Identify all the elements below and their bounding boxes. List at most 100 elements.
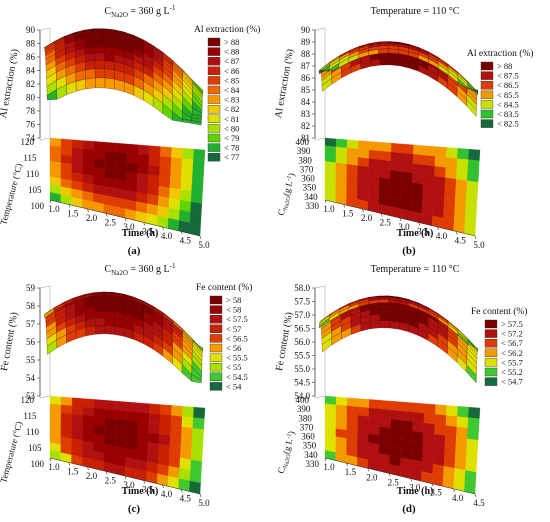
floor-cell bbox=[149, 146, 160, 157]
x-tick-label: 1.5 bbox=[342, 209, 354, 219]
floor-cell bbox=[402, 153, 413, 164]
floor-cell bbox=[434, 176, 445, 188]
x-tick-label: 2.0 bbox=[366, 472, 378, 482]
z-tick-label: 54.5 bbox=[294, 378, 310, 388]
floor-cell bbox=[182, 406, 194, 417]
legend-swatch bbox=[485, 330, 497, 338]
legend-swatch bbox=[210, 363, 222, 371]
floor-cell bbox=[421, 213, 432, 225]
floor-cell bbox=[423, 423, 434, 434]
legend-swatch bbox=[485, 368, 497, 376]
y-tick-label: 360 bbox=[301, 174, 315, 184]
floor-cell bbox=[149, 413, 160, 424]
floor-cell bbox=[116, 152, 127, 162]
floor-cell bbox=[468, 160, 480, 172]
legend-label: < 88 bbox=[224, 47, 239, 57]
floor-cell bbox=[138, 164, 149, 175]
floor-cell bbox=[369, 417, 380, 427]
chart-panel-4: Temperature = 110 °C54.054.555.055.556.0… bbox=[274, 264, 527, 515]
floor-cell bbox=[380, 409, 391, 419]
surface-cell bbox=[380, 314, 390, 321]
floor-cell bbox=[50, 146, 61, 155]
floor-cell bbox=[193, 160, 205, 172]
legend-swatch bbox=[208, 86, 220, 94]
floor-cell bbox=[72, 414, 83, 424]
legend-label: > 57.5 bbox=[501, 319, 523, 329]
x-tick-label: 5.0 bbox=[198, 240, 210, 250]
legend: Al extraction (%)> 88< 87.5< 86.5< 85.5<… bbox=[467, 48, 533, 129]
surface-cell bbox=[94, 34, 104, 38]
floor-cell bbox=[401, 172, 412, 183]
floor-cell bbox=[358, 157, 369, 167]
floor-cell bbox=[171, 147, 183, 158]
surface-cell bbox=[95, 42, 105, 47]
floor-cell bbox=[169, 188, 180, 200]
floor-cell bbox=[413, 412, 424, 423]
z-tick-label: 58.0 bbox=[294, 283, 310, 293]
floor-cell bbox=[94, 150, 105, 160]
floor-cell bbox=[50, 138, 61, 147]
floor-cell bbox=[445, 426, 456, 438]
floor-cell bbox=[83, 141, 94, 150]
floor-cell bbox=[138, 422, 149, 433]
x-axis-title: Time (h) bbox=[397, 486, 434, 497]
floor-contour bbox=[325, 396, 480, 494]
floor-cell bbox=[146, 471, 157, 483]
legend-label: < 56.7 bbox=[501, 338, 523, 348]
x-tick-label: 5.0 bbox=[198, 498, 210, 508]
x-axis-title: Time (h) bbox=[122, 486, 159, 497]
y-tick-label: 370 bbox=[300, 164, 314, 174]
legend-label: < 55.2 bbox=[501, 367, 523, 377]
floor-cell bbox=[160, 414, 171, 425]
floor-cell bbox=[72, 148, 83, 157]
z-tick-label: 57.5 bbox=[294, 297, 310, 307]
surface-cell bbox=[379, 297, 389, 299]
floor-cell bbox=[446, 405, 458, 416]
floor-cell bbox=[170, 436, 181, 448]
floor-cell bbox=[171, 405, 183, 416]
floor-cell bbox=[445, 168, 456, 180]
x-tick-mark bbox=[475, 494, 476, 497]
surface-cell bbox=[390, 321, 400, 330]
x-tick-label: 4.5 bbox=[180, 236, 192, 246]
surface-cell bbox=[94, 37, 104, 42]
floor-cell bbox=[391, 161, 402, 172]
z-tick-label: 83 bbox=[301, 109, 311, 119]
floor-cell bbox=[358, 141, 369, 150]
floor-cell bbox=[116, 401, 127, 411]
floor-cell bbox=[369, 159, 380, 169]
floor-cell bbox=[369, 150, 380, 160]
y-tick-label: 350 bbox=[303, 183, 317, 193]
floor-cell bbox=[380, 418, 391, 428]
floor-cell bbox=[456, 169, 468, 181]
y-tick-label: 110 bbox=[26, 169, 40, 179]
surface-cell bbox=[380, 309, 390, 315]
z-tick-label: 86 bbox=[26, 52, 36, 62]
x-tick-mark bbox=[200, 494, 201, 497]
response-surface bbox=[44, 292, 203, 383]
chart-title: Temperature = 110 °C bbox=[371, 6, 460, 17]
floor-cell bbox=[347, 156, 358, 166]
y-tick-label: 120 bbox=[21, 395, 35, 405]
legend-label: < 56.2 bbox=[501, 348, 523, 358]
floor-cell bbox=[170, 168, 181, 180]
surface-cell bbox=[104, 298, 114, 302]
legend: Al extraction (%)> 88< 88< 87< 86< 85< 8… bbox=[194, 24, 260, 162]
floor-cell bbox=[423, 433, 434, 444]
floor-cell bbox=[467, 181, 479, 193]
y-axis-title: Temperature (°C) bbox=[0, 420, 24, 484]
floor-cell bbox=[193, 407, 205, 419]
y-tick-label: 115 bbox=[23, 411, 37, 421]
legend-label: < 54.5 bbox=[226, 372, 248, 382]
z-tick-label: 86 bbox=[301, 73, 311, 83]
surface-cell bbox=[380, 54, 390, 59]
z-tick-label: 88 bbox=[301, 49, 311, 59]
legend-swatch bbox=[210, 382, 222, 390]
legend-swatch bbox=[210, 354, 222, 362]
legend-title: Al extraction (%) bbox=[467, 48, 533, 59]
legend-label: < 82 bbox=[224, 104, 239, 114]
panel-label: (d) bbox=[402, 503, 416, 515]
floor-cell bbox=[347, 398, 358, 407]
